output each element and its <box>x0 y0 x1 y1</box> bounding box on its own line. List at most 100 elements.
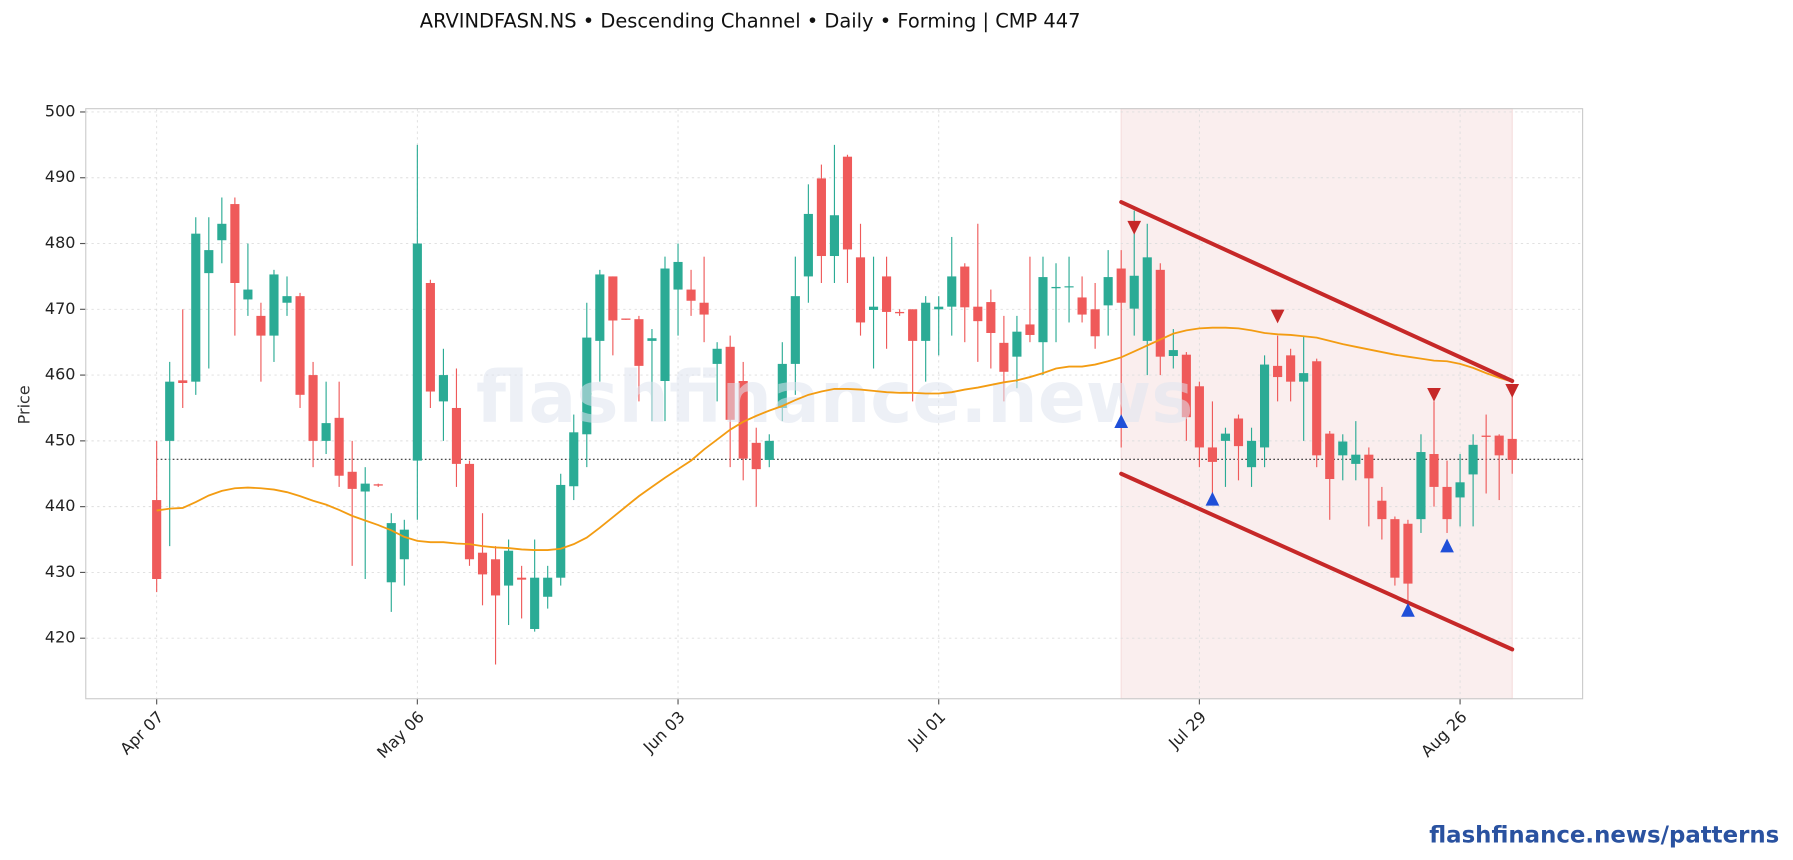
chart-title: ARVINDFASN.NS • Descending Channel • Dai… <box>420 9 1081 32</box>
candle-body <box>1038 277 1048 343</box>
candle-body <box>1442 486 1452 520</box>
candle-body <box>490 559 501 596</box>
x-tick-label: May 06 <box>373 707 428 762</box>
y-tick-label: 480 <box>45 233 76 252</box>
footer-link: flashfinance.news/patterns <box>1429 822 1779 848</box>
plot-frame <box>85 108 1584 700</box>
candle-body <box>921 302 931 341</box>
candle-body <box>569 432 579 487</box>
candle-body <box>725 346 735 420</box>
candle-body <box>764 440 774 460</box>
pivot-low-marker <box>1114 414 1129 428</box>
candle-body <box>543 577 553 597</box>
candle-body <box>816 178 826 257</box>
candle-body <box>1299 373 1309 382</box>
candle-body <box>451 407 462 464</box>
candle-body <box>256 315 266 336</box>
candle-body <box>777 363 787 408</box>
watermark: flashfinance.news <box>476 356 1193 439</box>
candle-body <box>1312 361 1322 456</box>
candle-body <box>178 380 188 383</box>
candle-body <box>1455 482 1465 498</box>
candle-body <box>399 529 409 560</box>
candle-body <box>1364 454 1374 479</box>
candle-body <box>1207 447 1217 462</box>
x-tick-label: Jul 01 <box>904 707 950 753</box>
candle-body <box>386 523 396 583</box>
candle-body <box>191 233 201 382</box>
candle-body <box>1351 454 1361 464</box>
candle-body <box>295 296 305 395</box>
candle-body <box>230 204 240 283</box>
candle-body <box>608 276 618 321</box>
candle-body <box>517 577 527 580</box>
candle-body <box>1286 355 1296 382</box>
y-tick-label: 450 <box>45 430 76 449</box>
candle-body <box>1077 297 1087 315</box>
candle-body <box>1168 350 1178 357</box>
candle-body <box>947 276 957 307</box>
channel-line <box>1119 471 1515 652</box>
candle-body <box>751 442 761 470</box>
candle-body <box>360 483 370 492</box>
y-tick-label: 420 <box>45 628 76 647</box>
candle-body <box>595 274 605 341</box>
candle-body <box>699 302 709 315</box>
y-axis-label: Price <box>15 385 34 424</box>
candle-body <box>1260 364 1270 448</box>
candle-body <box>621 318 631 320</box>
candle-body <box>347 471 357 489</box>
pivot-high-marker <box>1270 309 1285 324</box>
candle-body <box>660 268 670 382</box>
candle-body <box>882 276 892 312</box>
candle-body <box>1377 500 1387 520</box>
x-tick-label: Jul 29 <box>1164 707 1210 753</box>
candle-body <box>842 156 853 250</box>
candle-body <box>243 289 253 300</box>
plot-overlay <box>156 200 1520 652</box>
candle-body <box>855 257 866 323</box>
candle-body <box>1051 286 1061 289</box>
candle-body <box>738 381 748 459</box>
candle-body <box>1403 523 1413 584</box>
candle-body <box>790 296 800 364</box>
y-tick-label: 440 <box>45 496 76 515</box>
candle-body <box>321 423 331 441</box>
x-tick-label: Aug 26 <box>1417 707 1471 761</box>
candle-body <box>438 375 448 402</box>
y-tick-label: 490 <box>45 167 76 186</box>
candle-body <box>582 337 592 435</box>
pivot-low-marker <box>1401 603 1415 617</box>
y-tick-label: 430 <box>45 562 76 581</box>
pivot-low-marker <box>1440 538 1454 553</box>
candle-body <box>1129 275 1139 309</box>
pivot-low-marker <box>1205 491 1220 506</box>
candle-body <box>477 552 488 575</box>
candle-body <box>986 302 996 333</box>
pivot-high-marker <box>1505 384 1520 398</box>
pivot-high-marker <box>1427 387 1441 402</box>
candle-body <box>1181 354 1191 418</box>
candle-body <box>1416 452 1426 520</box>
pivot-high-marker <box>1127 220 1142 235</box>
candle-body <box>647 338 657 341</box>
candle-body <box>934 306 944 310</box>
candle-body <box>1025 324 1035 335</box>
x-tick-label: Jun 03 <box>639 707 689 757</box>
candle-body <box>829 215 840 257</box>
candle-body <box>504 550 514 586</box>
candle-body <box>1429 454 1439 487</box>
candle-body <box>1468 444 1478 475</box>
candle-body <box>412 243 422 461</box>
candle-body <box>269 274 279 336</box>
candle-body <box>673 261 683 290</box>
candle-body <box>1481 435 1491 437</box>
candle-body <box>686 289 696 301</box>
candle-body <box>308 375 318 441</box>
candle-body <box>1012 331 1022 357</box>
candle-body <box>999 342 1009 372</box>
moving-average-line <box>156 326 1513 551</box>
candle-body <box>425 282 435 392</box>
